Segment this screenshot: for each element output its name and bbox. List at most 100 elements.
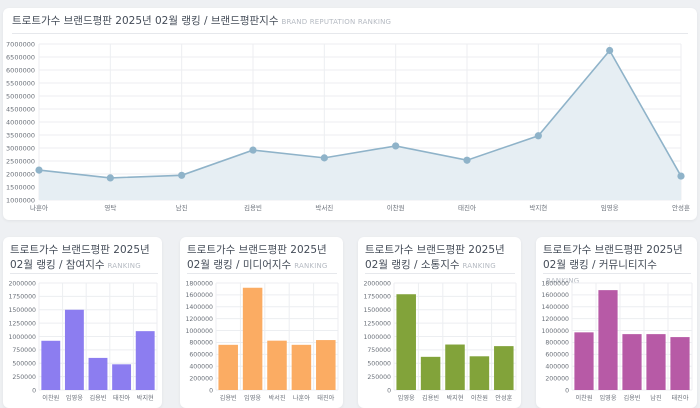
y-tick-label: 0 <box>565 387 569 394</box>
x-tick-label: 남진 <box>650 394 662 402</box>
participation-chart-svg: 0 250000 500000 750000 1000000 1250000 1500000… <box>8 280 158 402</box>
community-title-text: 트로트가수 브랜드평판 2025년 02월 랭킹 / 커뮤니티지수 <box>543 244 683 271</box>
y-tick-label: 1000000 <box>6 197 35 205</box>
main-chart-title-text: 트로트가수 브랜드평판 2025년 02월 랭킹 / 브랜드평판지수 <box>12 15 279 27</box>
y-tick-label: 4500000 <box>6 106 35 114</box>
communication-title-text: 트로트가수 브랜드평판 2025년 02월 랭킹 / 소통지수 <box>365 244 505 271</box>
y-tick-label: 1600000 <box>541 292 569 299</box>
bar <box>598 290 618 390</box>
y-tick-label: 1000000 <box>541 328 569 335</box>
y-tick-label: 2000000 <box>363 280 391 287</box>
x-tick-label: 김용빈 <box>89 394 106 402</box>
community-subtitle: RANKING <box>546 277 580 285</box>
y-tick-label: 5500000 <box>6 80 35 88</box>
y-tick-label: 1400000 <box>541 304 569 311</box>
x-tick-label: 임영웅 <box>244 394 261 402</box>
y-tick-label: 1600000 <box>185 292 213 299</box>
y-tick-label: 1800000 <box>185 280 213 287</box>
y-tick-label: 0 <box>387 387 391 394</box>
bar <box>469 356 490 390</box>
y-tick-label: 5000000 <box>6 93 35 101</box>
x-tick-label: 박지현 <box>137 394 154 402</box>
y-tick-label: 3000000 <box>6 145 35 153</box>
y-tick-label: 200000 <box>189 375 213 382</box>
y-tick-label: 200000 <box>545 375 569 382</box>
y-tick-label: 500000 <box>12 361 36 368</box>
bar <box>88 357 108 390</box>
y-tick-label: 250000 <box>367 374 391 381</box>
y-tick-label: 1400000 <box>185 304 213 311</box>
data-point <box>534 132 542 140</box>
y-tick-label: 6000000 <box>6 67 35 75</box>
community-divider <box>543 273 691 274</box>
bar <box>646 334 666 390</box>
bar <box>494 346 514 390</box>
communication-chart-svg: 0 250000 500000 750000 1000000 1250000 1500000… <box>363 280 517 402</box>
bar <box>41 340 61 390</box>
y-tick-label: 1800000 <box>541 280 569 287</box>
main-chart-svg: 1000000 1500000 2000000 2500000 3000000 35000… <box>6 41 690 213</box>
y-tick-label: 1000000 <box>8 334 36 341</box>
y-tick-label: 1500000 <box>363 307 391 314</box>
y-tick-label: 1500000 <box>6 184 35 192</box>
x-tick-label: 이찬원 <box>387 203 405 212</box>
x-tick-label: 안성훈 <box>495 394 512 402</box>
y-tick-label: 800000 <box>545 340 569 347</box>
y-tick-label: 400000 <box>545 364 569 371</box>
y-tick-label: 2500000 <box>6 158 35 166</box>
x-tick-label: 김용빈 <box>422 394 439 402</box>
participation-title-text: 트로트가수 브랜드평판 2025년 02월 랭킹 / 참여지수 <box>10 244 150 271</box>
media-chart-svg: 0 200000 400000 600000 800000 1000000 1200000 1… <box>185 280 339 402</box>
x-tick-label: 박지현 <box>446 394 463 402</box>
x-tick-label: 태진아 <box>671 394 688 402</box>
x-tick-label: 영탁 <box>104 203 116 212</box>
communication-divider <box>365 273 515 274</box>
community-chart-title: 트로트가수 브랜드평판 2025년 02월 랭킹 / 커뮤니티지수 RANKING <box>543 243 693 289</box>
x-tick-label: 임영웅 <box>398 394 415 402</box>
bar <box>622 334 642 390</box>
y-tick-label: 600000 <box>545 352 569 359</box>
area-fill <box>39 50 681 200</box>
y-tick-label: 0 <box>32 387 36 394</box>
bar <box>218 344 238 390</box>
y-tick-label: 500000 <box>367 361 391 368</box>
bar <box>316 340 336 390</box>
y-tick-label: 0 <box>209 387 213 394</box>
x-tick-label: 김용빈 <box>220 394 237 402</box>
bar <box>112 364 132 390</box>
x-tick-label: 김용빈 <box>244 203 262 212</box>
community-chart-svg: 0 200000 400000 600000 800000 1000000 1200000 1… <box>541 280 693 402</box>
data-point <box>606 46 614 55</box>
participation-divider <box>10 273 158 274</box>
y-tick-label: 4000000 <box>6 119 35 127</box>
media-title-text: 트로트가수 브랜드평판 2025년 02월 랭킹 / 미디어지수 <box>187 244 327 271</box>
data-point <box>392 142 400 150</box>
y-tick-label: 750000 <box>367 347 391 354</box>
y-tick-label: 1250000 <box>363 320 391 327</box>
x-tick-label: 태진아 <box>458 203 476 212</box>
y-tick-label: 6500000 <box>6 54 35 62</box>
small-card-participation: 트로트가수 브랜드평판 2025년 02월 랭킹 / 참여지수 RANKING 0… <box>3 237 162 408</box>
x-tick-label: 이찬원 <box>471 394 488 402</box>
y-tick-label: 1000000 <box>363 334 391 341</box>
y-tick-label: 750000 <box>12 347 36 354</box>
media-chart-title: 트로트가수 브랜드평판 2025년 02월 랭킹 / 미디어지수 RANKING <box>187 243 339 274</box>
main-chart-subtitle: BRAND REPUTATION RANKING <box>281 18 392 26</box>
bar <box>242 287 263 390</box>
x-tick-label: 안성훈 <box>672 203 690 212</box>
y-tick-label: 600000 <box>189 352 213 359</box>
data-point <box>463 156 471 164</box>
y-tick-label: 1200000 <box>541 316 569 323</box>
data-point <box>677 172 685 180</box>
communication-subtitle: RANKING <box>462 262 496 270</box>
data-point <box>249 146 257 154</box>
y-tick-label: 400000 <box>189 364 213 371</box>
y-tick-label: 1250000 <box>8 320 36 327</box>
participation-chart-title: 트로트가수 브랜드평판 2025년 02월 랭킹 / 참여지수 RANKING <box>10 243 158 274</box>
y-tick-label: 7000000 <box>6 41 35 49</box>
data-point <box>106 174 114 182</box>
main-chart-card: 트로트가수 브랜드평판 2025년 02월 랭킹 / 브랜드평판지수 BRAND … <box>3 8 697 220</box>
x-tick-label: 태진아 <box>113 394 130 402</box>
y-tick-label: 1750000 <box>8 294 36 301</box>
x-tick-label: 임영웅 <box>601 203 619 212</box>
